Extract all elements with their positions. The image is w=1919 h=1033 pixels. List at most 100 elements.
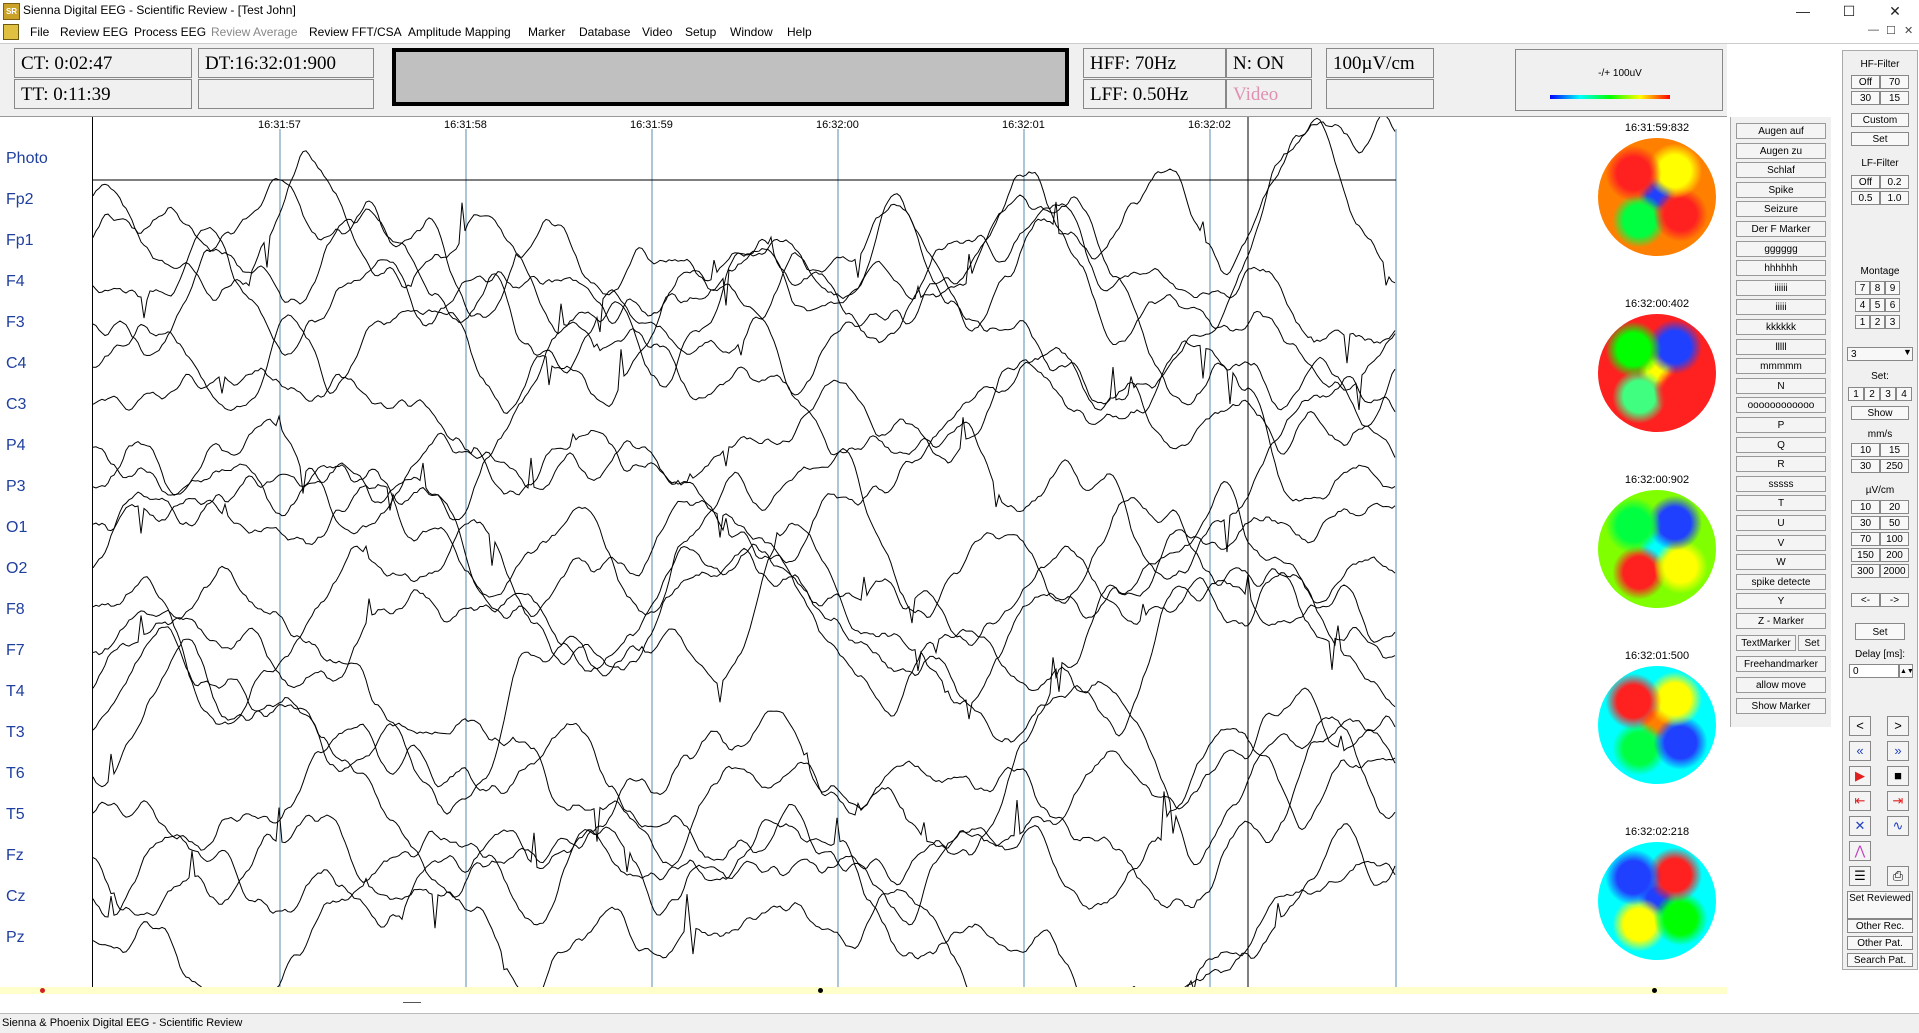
mdi-close-button[interactable]: ✕ bbox=[1904, 25, 1914, 37]
hf-set-button[interactable]: Set bbox=[1851, 132, 1909, 146]
marker-button[interactable]: spike detecte bbox=[1736, 573, 1826, 590]
previous-icon[interactable]: < bbox=[1849, 716, 1871, 736]
menu-video[interactable]: Video bbox=[642, 25, 673, 39]
spike-icon[interactable]: ⋀ bbox=[1849, 841, 1871, 861]
channel-label[interactable]: T5 bbox=[6, 806, 25, 823]
marker-button[interactable]: kkkkkk bbox=[1736, 319, 1826, 335]
hf-30-button[interactable]: 30 bbox=[1851, 91, 1880, 105]
next-icon[interactable]: > bbox=[1887, 716, 1909, 736]
marker-button[interactable]: Seizure bbox=[1736, 201, 1826, 218]
marker-button[interactable]: Q bbox=[1736, 436, 1826, 453]
set-4-button[interactable]: 4 bbox=[1896, 387, 1912, 401]
uv-set-button[interactable]: Set bbox=[1855, 623, 1905, 640]
marker-button[interactable]: sssss bbox=[1736, 475, 1826, 492]
menu-help[interactable]: Help bbox=[787, 25, 812, 39]
speed-250-button[interactable]: 250 bbox=[1880, 459, 1909, 473]
lf-10-button[interactable]: 1.0 bbox=[1880, 191, 1909, 205]
lf-02-button[interactable]: 0.2 bbox=[1880, 175, 1909, 189]
set-3-button[interactable]: 3 bbox=[1880, 387, 1896, 401]
wave-icon[interactable]: ∿ bbox=[1887, 816, 1909, 836]
lf-off-button[interactable]: Off bbox=[1851, 175, 1880, 189]
hf-70-button[interactable]: 70 bbox=[1880, 75, 1909, 89]
delay-input[interactable]: 0 bbox=[1849, 664, 1899, 678]
jump-start-icon[interactable]: ⇤ bbox=[1849, 791, 1871, 811]
channel-label[interactable]: C3 bbox=[6, 396, 27, 413]
delay-spinner[interactable]: ▲▼ bbox=[1899, 664, 1914, 678]
channel-label[interactable]: Pz bbox=[6, 929, 25, 946]
channel-label[interactable]: P3 bbox=[6, 478, 26, 495]
marker-button[interactable]: U bbox=[1736, 515, 1826, 531]
channel-label[interactable]: T6 bbox=[6, 765, 25, 782]
marker-button[interactable]: P bbox=[1736, 417, 1826, 433]
menu-process-eeg[interactable]: Process EEG bbox=[134, 25, 207, 39]
fast-forward-icon[interactable]: » bbox=[1887, 741, 1909, 761]
show-button[interactable]: Show bbox=[1851, 406, 1909, 420]
marker-button[interactable]: W bbox=[1736, 554, 1826, 571]
channel-label[interactable]: Cz bbox=[6, 888, 26, 905]
arrow-left-button[interactable]: <- bbox=[1851, 593, 1880, 607]
channel-label[interactable]: F7 bbox=[6, 642, 25, 659]
montage-select[interactable]: 3 bbox=[1847, 347, 1913, 361]
marker-button[interactable]: oooooooooooo bbox=[1736, 397, 1826, 414]
marker-button[interactable]: R bbox=[1736, 456, 1826, 473]
speed-15-button[interactable]: 15 bbox=[1880, 443, 1909, 457]
custom-button[interactable]: Custom bbox=[1851, 113, 1909, 127]
search-pat-button[interactable]: Search Pat. bbox=[1847, 953, 1913, 967]
video-preview[interactable] bbox=[392, 48, 1069, 106]
play-icon[interactable]: ▶ bbox=[1849, 766, 1871, 786]
montage-button[interactable]: 6 bbox=[1885, 298, 1900, 312]
cross-marker-icon[interactable]: ✕ bbox=[1849, 816, 1871, 836]
channel-label[interactable]: Fz bbox=[6, 847, 24, 864]
allow-move-button[interactable]: allow move bbox=[1736, 677, 1826, 693]
arrow-right-button[interactable]: -> bbox=[1880, 593, 1909, 607]
set-1-button[interactable]: 1 bbox=[1848, 387, 1864, 401]
maximize-button[interactable]: ☐ bbox=[1842, 3, 1856, 19]
montage-button[interactable]: 3 bbox=[1885, 315, 1900, 329]
speed-30-button[interactable]: 30 bbox=[1851, 459, 1880, 473]
menu-window[interactable]: Window bbox=[730, 25, 773, 39]
marker-button[interactable]: V bbox=[1736, 534, 1826, 551]
textmarker-button[interactable]: TextMarker bbox=[1736, 635, 1796, 651]
montage-button[interactable]: 8 bbox=[1870, 281, 1885, 295]
montage-button[interactable]: 5 bbox=[1870, 298, 1885, 312]
marker-button[interactable]: iiiii bbox=[1736, 299, 1826, 316]
menu-setup[interactable]: Setup bbox=[685, 25, 717, 39]
textmarker-set-button[interactable]: Set bbox=[1798, 635, 1826, 651]
marker-button[interactable]: hhhhhh bbox=[1736, 260, 1826, 277]
print-icon[interactable]: ⎙ bbox=[1887, 866, 1909, 886]
marker-button[interactable]: N bbox=[1736, 377, 1826, 394]
other-rec-button[interactable]: Other Rec. bbox=[1847, 919, 1913, 933]
marker-button[interactable]: Der F Marker bbox=[1736, 221, 1826, 237]
marker-button[interactable]: iiiiii bbox=[1736, 279, 1826, 296]
channel-label[interactable]: T3 bbox=[6, 724, 25, 741]
uv-scale-button[interactable]: 300 bbox=[1851, 564, 1880, 578]
montage-button[interactable]: 9 bbox=[1885, 281, 1900, 295]
menu-file[interactable]: File bbox=[30, 25, 50, 39]
mdi-minimize-button[interactable]: — bbox=[1868, 24, 1879, 36]
set-reviewed-button[interactable]: Set Reviewed bbox=[1847, 891, 1913, 919]
channel-label[interactable]: P4 bbox=[6, 437, 26, 454]
channel-label[interactable]: O2 bbox=[6, 560, 28, 577]
menu-review-average[interactable]: Review Average bbox=[211, 25, 298, 39]
show-marker-button[interactable]: Show Marker bbox=[1736, 698, 1826, 714]
channel-label[interactable]: C4 bbox=[6, 355, 27, 372]
mdi-restore-button[interactable]: ☐ bbox=[1886, 25, 1896, 37]
lf-05-button[interactable]: 0.5 bbox=[1851, 191, 1880, 205]
amplitude-map[interactable] bbox=[1598, 666, 1716, 784]
document-icon[interactable] bbox=[3, 24, 19, 40]
marker-button[interactable]: Schlaf bbox=[1736, 162, 1826, 179]
channel-label[interactable]: F8 bbox=[6, 601, 25, 618]
menu-amplitude-mapping[interactable]: Amplitude Mapping bbox=[408, 25, 511, 39]
hf-off-button[interactable]: Off bbox=[1851, 75, 1880, 89]
marker-button[interactable]: Y bbox=[1736, 593, 1826, 610]
minimize-button[interactable]: — bbox=[1796, 3, 1810, 19]
channel-label[interactable]: F3 bbox=[6, 314, 25, 331]
marker-button[interactable]: gggggg bbox=[1736, 240, 1826, 257]
marker-button[interactable]: Augen zu bbox=[1736, 142, 1826, 159]
channel-label[interactable]: T4 bbox=[6, 683, 25, 700]
stop-icon[interactable]: ■ bbox=[1887, 766, 1909, 786]
uv-scale-button[interactable]: 50 bbox=[1880, 516, 1909, 530]
uv-scale-button[interactable]: 2000 bbox=[1880, 564, 1909, 578]
channel-label[interactable]: F4 bbox=[6, 273, 25, 290]
menu-marker[interactable]: Marker bbox=[528, 25, 566, 39]
